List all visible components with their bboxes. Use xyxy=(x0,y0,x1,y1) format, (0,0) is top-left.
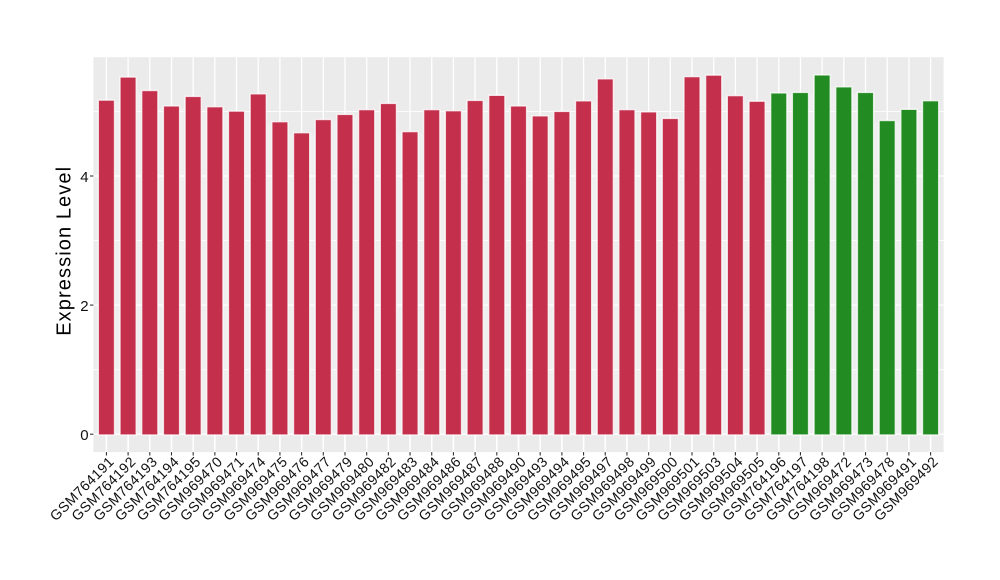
svg-text:4: 4 xyxy=(80,169,88,186)
svg-text:2: 2 xyxy=(80,298,88,315)
svg-text:0: 0 xyxy=(80,427,88,444)
svg-text:Expression Level: Expression Level xyxy=(54,166,76,336)
